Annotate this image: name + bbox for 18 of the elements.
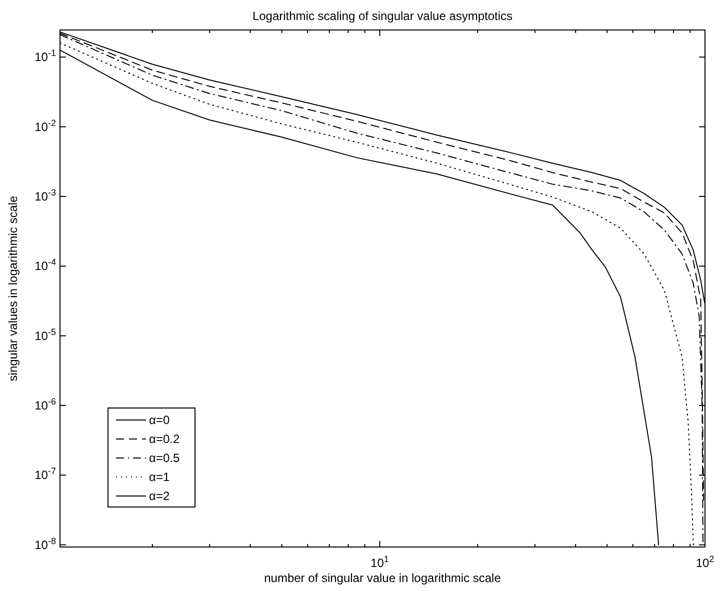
chart-title: Logarithmic scaling of singular value asymptotics	[252, 9, 513, 23]
x-tick-label: 10$^{1}$	[370, 554, 389, 570]
y-tick-label: 10$^{-7}$	[34, 466, 56, 482]
x-tick-label: 10$^{2}$	[696, 554, 714, 570]
legend-label: α=0.2	[149, 432, 180, 446]
legend-label: α=1	[149, 470, 170, 484]
y-tick-label: 10$^{-3}$	[34, 187, 56, 204]
legend-label: α=0.5	[149, 451, 180, 465]
legend-label: α=0	[149, 413, 170, 427]
x-axis-title: number of singular value in logarithmic scale	[264, 571, 502, 585]
y-tick-label: 10$^{-6}$	[34, 396, 56, 412]
legend-label: α=2	[149, 489, 170, 503]
y-tick-label: 10$^{-8}$	[34, 536, 56, 552]
y-tick-label: 10$^{-5}$	[34, 326, 56, 343]
y-tick-label: 10$^{-2}$	[34, 118, 56, 134]
y-axis-title: singular values in logarithmic scale	[6, 195, 20, 382]
y-tick-label: 10$^{-4}$	[34, 257, 56, 274]
y-tick-label: 10$^{-1}$	[34, 48, 56, 64]
